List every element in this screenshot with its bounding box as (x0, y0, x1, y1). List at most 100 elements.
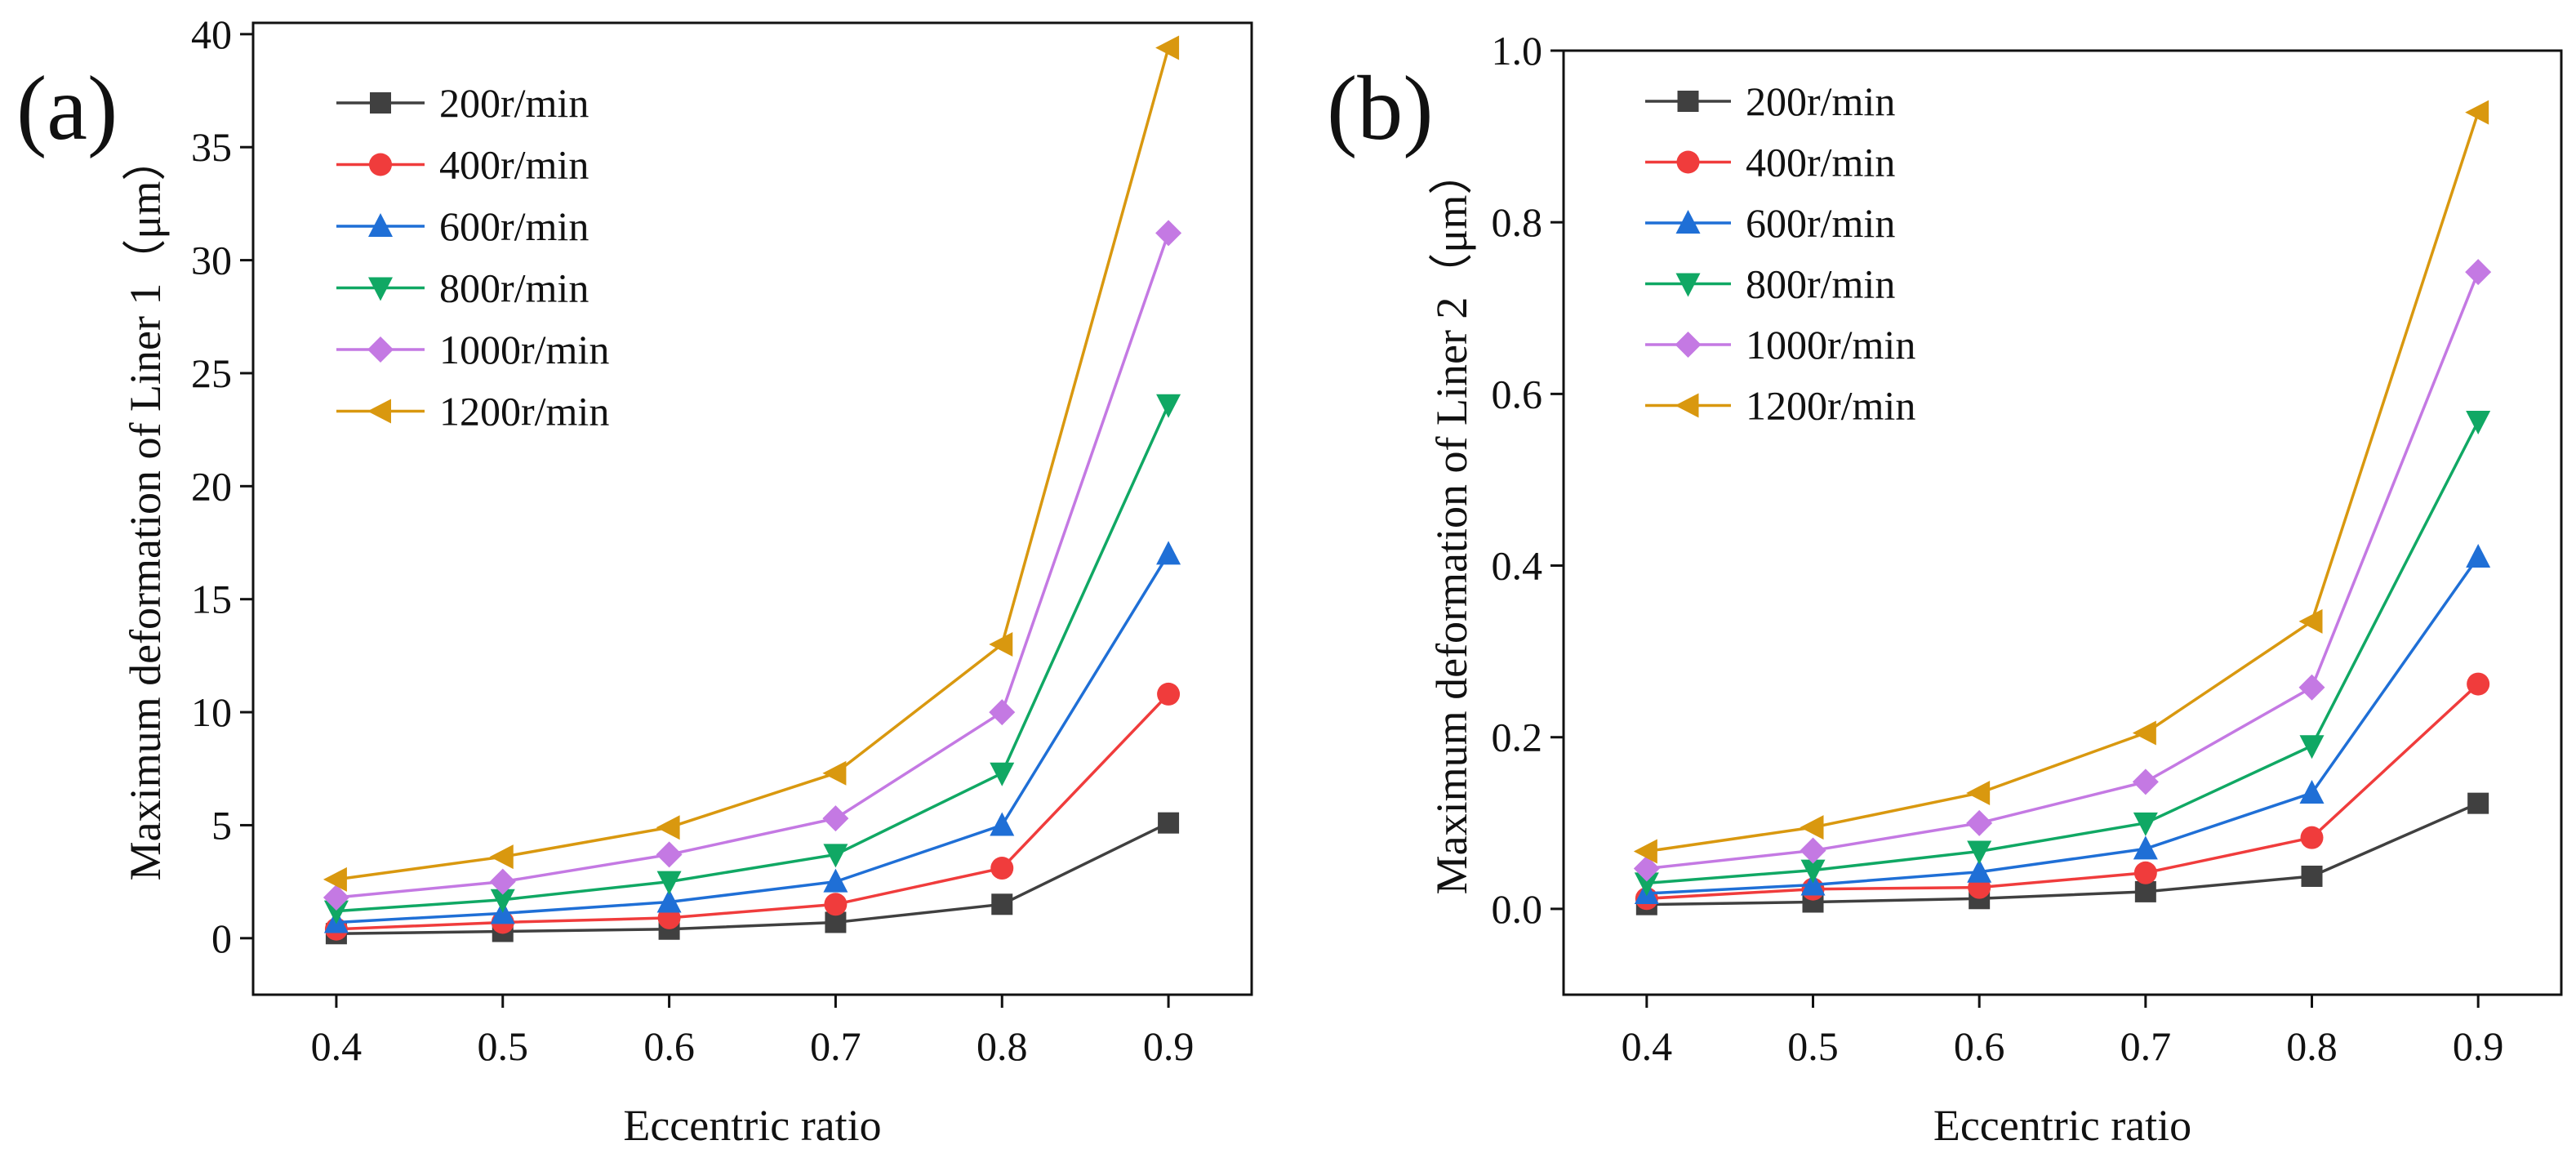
series-line (336, 822, 1169, 936)
legend-marker (367, 336, 394, 363)
data-point (1800, 815, 1824, 840)
y-tick-label: 35 (191, 124, 232, 170)
y-tick-label: 15 (191, 577, 232, 622)
data-point (1966, 809, 1993, 836)
y-tick-label: 0.8 (1492, 199, 1543, 245)
legend-label: 1000r/min (439, 327, 609, 372)
data-point (2467, 672, 2490, 696)
series-line (336, 232, 1170, 899)
y-tick-label: 1.0 (1492, 28, 1543, 74)
data-point (1156, 541, 1181, 565)
y-tick-label: 0 (211, 915, 232, 961)
data-point (1155, 220, 1182, 247)
data-point (2298, 608, 2323, 634)
data-point (2300, 826, 2324, 849)
x-axis-title: Eccentric ratio (623, 1101, 881, 1150)
panel-label: (a) (16, 58, 118, 159)
series-1000r-per-min (323, 220, 1182, 911)
legend-label: 600r/min (1746, 200, 1895, 246)
legend-marker (370, 92, 391, 114)
series-600r-per-min (323, 541, 1181, 933)
legend-marker (1676, 150, 1700, 174)
series-line (1646, 112, 2480, 853)
legend-marker (1675, 273, 1701, 297)
series-line (336, 47, 1170, 881)
series-line (336, 553, 1170, 924)
legend-label: 200r/min (1746, 78, 1895, 124)
legend-label: 400r/min (1746, 140, 1895, 185)
data-point (822, 760, 847, 786)
y-tick-label: 0.0 (1492, 886, 1543, 932)
data-point (1800, 871, 1826, 896)
data-point (990, 857, 1014, 880)
data-point (490, 889, 515, 913)
series-line (1646, 271, 2480, 871)
series-800r-per-min (323, 394, 1181, 924)
series-line (1646, 556, 2480, 895)
x-tick-label: 0.8 (977, 1023, 1028, 1069)
data-point (823, 844, 848, 868)
x-tick-label: 0.7 (810, 1023, 861, 1069)
series-800r-per-min (1634, 410, 2491, 897)
legend-marker (368, 277, 393, 301)
legend-marker (367, 399, 391, 424)
data-point (1967, 858, 1992, 883)
data-point (1156, 394, 1181, 418)
data-point (989, 699, 1016, 726)
legend: 200r/min 400r/min 600r/min 800r/min 1000r/mi… (336, 80, 609, 434)
legend-label: 1200r/min (1746, 383, 1915, 429)
data-point (2298, 674, 2325, 701)
legend: 200r/min 400r/min 600r/min 800r/min 1000r/mi… (1645, 78, 1915, 429)
data-point (822, 805, 849, 832)
data-point (656, 815, 680, 840)
data-point (2134, 880, 2156, 902)
data-point (989, 632, 1013, 657)
y-axis-title: Maximum deformation of Liner 2（μm） (1427, 151, 1476, 895)
legend-marker (1675, 393, 1699, 418)
x-tick-label: 0.4 (1622, 1023, 1673, 1069)
data-point (1633, 839, 1657, 864)
data-point (1634, 872, 1659, 897)
data-point (489, 868, 516, 895)
x-tick-label: 0.9 (1143, 1023, 1195, 1069)
data-point (1966, 781, 1991, 806)
data-point (656, 841, 683, 868)
y-tick-label: 0.4 (1492, 543, 1543, 589)
data-point (1967, 840, 1992, 865)
data-point (1158, 812, 1180, 834)
chart-panel-a: 0.4 0.5 0.6 0.7 0.8 0.9 0 5 10 15 20 25 30 35 40 Eccent… (16, 11, 1253, 1150)
series-line (336, 403, 1170, 913)
data-point (1157, 682, 1181, 706)
legend-marker (369, 153, 392, 176)
legend-marker (1675, 210, 1701, 234)
x-tick-label: 0.8 (2286, 1023, 2338, 1069)
data-point (2465, 100, 2489, 125)
data-point (2132, 720, 2156, 746)
legend-label: 200r/min (439, 80, 589, 126)
data-point (2133, 861, 2157, 884)
y-tick-label: 20 (191, 463, 232, 509)
y-tick-label: 40 (191, 11, 232, 57)
data-point (824, 893, 848, 916)
data-point (2299, 735, 2325, 760)
data-point (2133, 835, 2158, 860)
y-tick-label: 10 (191, 689, 232, 735)
legend-marker (368, 213, 393, 237)
y-tick-label: 30 (191, 238, 232, 283)
legend-label: 1200r/min (439, 389, 609, 434)
x-tick-label: 0.6 (643, 1023, 695, 1069)
y-tick-label: 25 (191, 350, 232, 396)
data-point (656, 889, 682, 913)
x-tick-label: 0.4 (311, 1023, 363, 1069)
y-tick-label: 0.2 (1492, 715, 1543, 760)
data-point (990, 812, 1015, 836)
y-tick-label: 5 (211, 802, 232, 848)
series-1000r-per-min (1633, 259, 2492, 882)
legend-label: 800r/min (1746, 261, 1895, 307)
series-line (1646, 802, 2479, 906)
legend-marker (1675, 332, 1702, 358)
series-600r-per-min (1634, 544, 2491, 904)
data-point (2465, 259, 2492, 286)
